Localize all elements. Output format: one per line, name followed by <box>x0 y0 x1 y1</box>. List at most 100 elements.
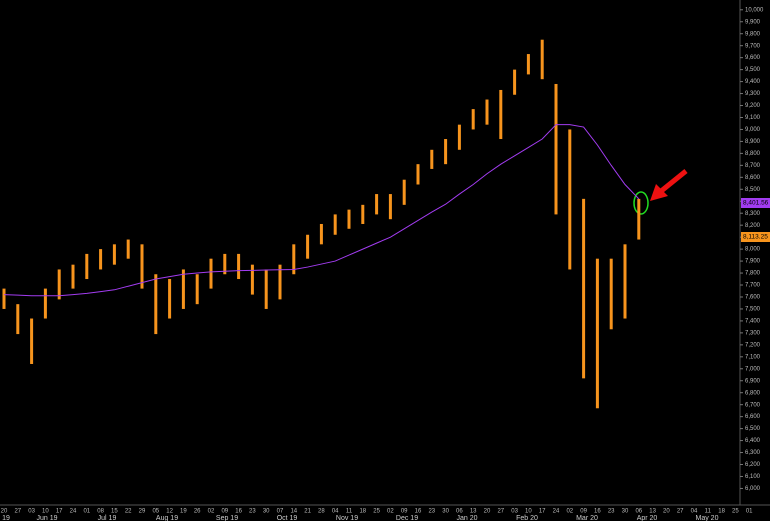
month-label: Dec 19 <box>396 515 418 521</box>
hl-bar <box>30 318 34 364</box>
x-tick-label: 24 <box>70 509 77 515</box>
month-label: Jun 19 <box>36 515 57 521</box>
hl-bar <box>43 288 47 319</box>
hl-bar <box>71 264 75 289</box>
y-tick-label: 7,600 <box>745 295 761 301</box>
y-tick-label: 8,600 <box>745 175 761 181</box>
x-tick-label: 02 <box>387 509 394 515</box>
hl-bar <box>85 253 89 280</box>
hl-bar <box>223 253 227 275</box>
hl-bar <box>554 83 558 215</box>
hl-bar <box>292 244 296 275</box>
last-label: 8,113.25 <box>743 234 768 241</box>
x-tick-label: 22 <box>125 509 132 515</box>
x-tick-label: 16 <box>594 509 601 515</box>
y-tick-label: 7,300 <box>745 330 761 336</box>
y-tick-label: 8,000 <box>745 247 761 253</box>
x-tick-label: 25 <box>732 509 739 515</box>
x-tick-label: 03 <box>28 509 35 515</box>
x-tick-label: 13 <box>649 509 656 515</box>
x-tick-label: 17 <box>539 509 546 515</box>
month-label: Aug 19 <box>156 515 178 521</box>
x-tick-label: 06 <box>456 509 463 515</box>
y-tick-label: 8,800 <box>745 151 761 157</box>
month-label: Oct 19 <box>277 515 298 521</box>
ma-last-label: 8,401.56 <box>743 200 769 207</box>
hl-bar <box>444 139 448 165</box>
hl-bar <box>499 89 503 140</box>
y-tick-label: 8,700 <box>745 163 761 169</box>
y-tick-label: 7,400 <box>745 318 761 324</box>
y-tick-label: 9,500 <box>745 67 761 73</box>
y-tick-label: 7,700 <box>745 283 761 289</box>
x-tick-label: 06 <box>635 509 642 515</box>
x-tick-label: 09 <box>401 509 408 515</box>
y-tick-label: 9,100 <box>745 115 761 121</box>
month-label: Apr 20 <box>637 515 658 521</box>
y-tick-label: 9,200 <box>745 103 761 109</box>
hl-bar <box>250 264 254 295</box>
x-tick-label: 29 <box>139 509 146 515</box>
x-tick-label: 18 <box>359 509 366 515</box>
hl-bar <box>306 234 310 259</box>
hl-bar <box>181 269 185 309</box>
x-tick-label: 30 <box>622 509 629 515</box>
month-label: 19 <box>2 515 10 521</box>
x-tick-label: 18 <box>718 509 725 515</box>
x-tick-label: 02 <box>208 509 215 515</box>
hl-bar <box>319 223 323 245</box>
y-tick-label: 7,800 <box>745 271 761 277</box>
x-tick-label: 28 <box>318 509 325 515</box>
hl-bar <box>16 304 20 335</box>
y-tick-label: 8,200 <box>745 223 761 229</box>
x-tick-label: 01 <box>746 509 753 515</box>
y-tick-label: 9,900 <box>745 19 761 25</box>
y-tick-label: 6,600 <box>745 414 761 420</box>
month-label: May 20 <box>696 515 719 521</box>
hl-bar <box>209 258 213 289</box>
x-tick-label: 30 <box>263 509 270 515</box>
x-tick-label: 20 <box>484 509 491 515</box>
x-tick-label: 20 <box>1 509 8 515</box>
x-tick-label: 11 <box>346 509 353 515</box>
x-tick-label: 24 <box>553 509 560 515</box>
hl-bar <box>430 149 434 169</box>
x-tick-label: 20 <box>663 509 670 515</box>
y-tick-label: 9,700 <box>745 43 761 49</box>
hl-bar <box>112 244 116 265</box>
last-label-box <box>741 232 770 242</box>
hl-bar <box>637 198 641 240</box>
month-label: Jul 19 <box>98 515 117 521</box>
hl-bar <box>526 54 530 75</box>
y-tick-label: 6,200 <box>745 462 761 468</box>
month-label: Sep 19 <box>216 515 238 521</box>
hl-bar <box>416 164 420 185</box>
x-tick-label: 02 <box>566 509 573 515</box>
x-tick-label: 11 <box>705 509 712 515</box>
x-tick-label: 04 <box>691 509 698 515</box>
y-tick-label: 9,600 <box>745 55 761 61</box>
hl-bar <box>582 198 586 379</box>
x-tick-label: 08 <box>97 509 104 515</box>
hl-bar <box>513 69 517 95</box>
hl-bar <box>595 258 599 409</box>
hl-bar <box>485 99 489 125</box>
x-tick-label: 23 <box>249 509 256 515</box>
red-arrow <box>650 169 688 201</box>
hl-bar <box>99 249 103 270</box>
hl-bar <box>457 124 461 150</box>
x-tick-label: 14 <box>290 509 297 515</box>
month-label: Nov 19 <box>336 515 358 521</box>
hl-bar <box>361 204 365 224</box>
y-tick-label: 7,900 <box>745 259 761 265</box>
y-tick-label: 6,700 <box>745 402 761 408</box>
hl-bar <box>168 279 172 319</box>
hl-bar <box>57 269 61 300</box>
highlight-ellipse <box>633 191 649 215</box>
x-tick-label: 17 <box>56 509 63 515</box>
y-tick-label: 8,900 <box>745 139 761 145</box>
x-tick-label: 09 <box>221 509 228 515</box>
hl-bar <box>126 239 130 259</box>
x-tick-label: 13 <box>470 509 477 515</box>
